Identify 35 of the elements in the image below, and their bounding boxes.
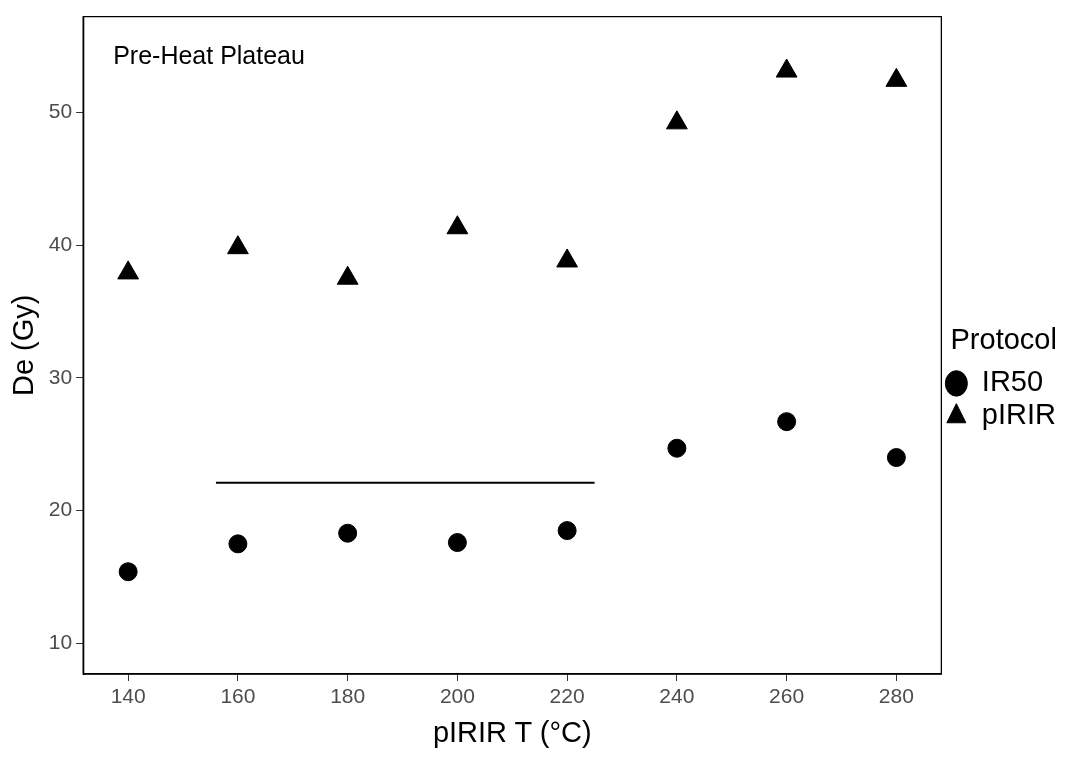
y-tick-label: 50 — [48, 99, 73, 123]
point — [665, 110, 688, 130]
point — [446, 215, 469, 235]
point — [336, 265, 359, 285]
x-tick-label: 180 — [330, 684, 366, 708]
x-tick-label: 260 — [769, 684, 805, 708]
y-tick-label: 40 — [48, 231, 73, 255]
legend-label: IR50 — [981, 365, 1044, 398]
y-tick-label: 30 — [48, 364, 73, 388]
y-tick-label: 20 — [48, 497, 73, 521]
x-tick-label: 220 — [549, 684, 585, 708]
x-tick-label: 280 — [878, 684, 914, 708]
point — [117, 260, 140, 280]
point — [227, 235, 249, 255]
legend-title: Protocol — [950, 322, 1057, 355]
point — [338, 523, 358, 543]
x-axis-title: pIRIR T (°C) — [432, 715, 592, 748]
point — [228, 534, 248, 554]
x-tick-label: 140 — [110, 684, 146, 708]
point — [447, 533, 467, 553]
point — [557, 521, 577, 541]
point — [886, 448, 906, 468]
point — [775, 58, 798, 78]
point — [556, 248, 579, 268]
legend-label: pIRIR — [981, 398, 1057, 431]
x-tick-label: 240 — [659, 684, 695, 708]
y-axis-title: De (Gy) — [7, 294, 40, 397]
point — [118, 562, 138, 582]
y-tick-label: 10 — [48, 630, 73, 654]
x-tick-label: 160 — [220, 684, 256, 708]
point — [885, 67, 908, 87]
x-tick-label: 200 — [439, 684, 475, 708]
point — [667, 438, 687, 458]
annotation: Pre-Heat Plateau — [113, 40, 305, 69]
point — [777, 412, 797, 432]
